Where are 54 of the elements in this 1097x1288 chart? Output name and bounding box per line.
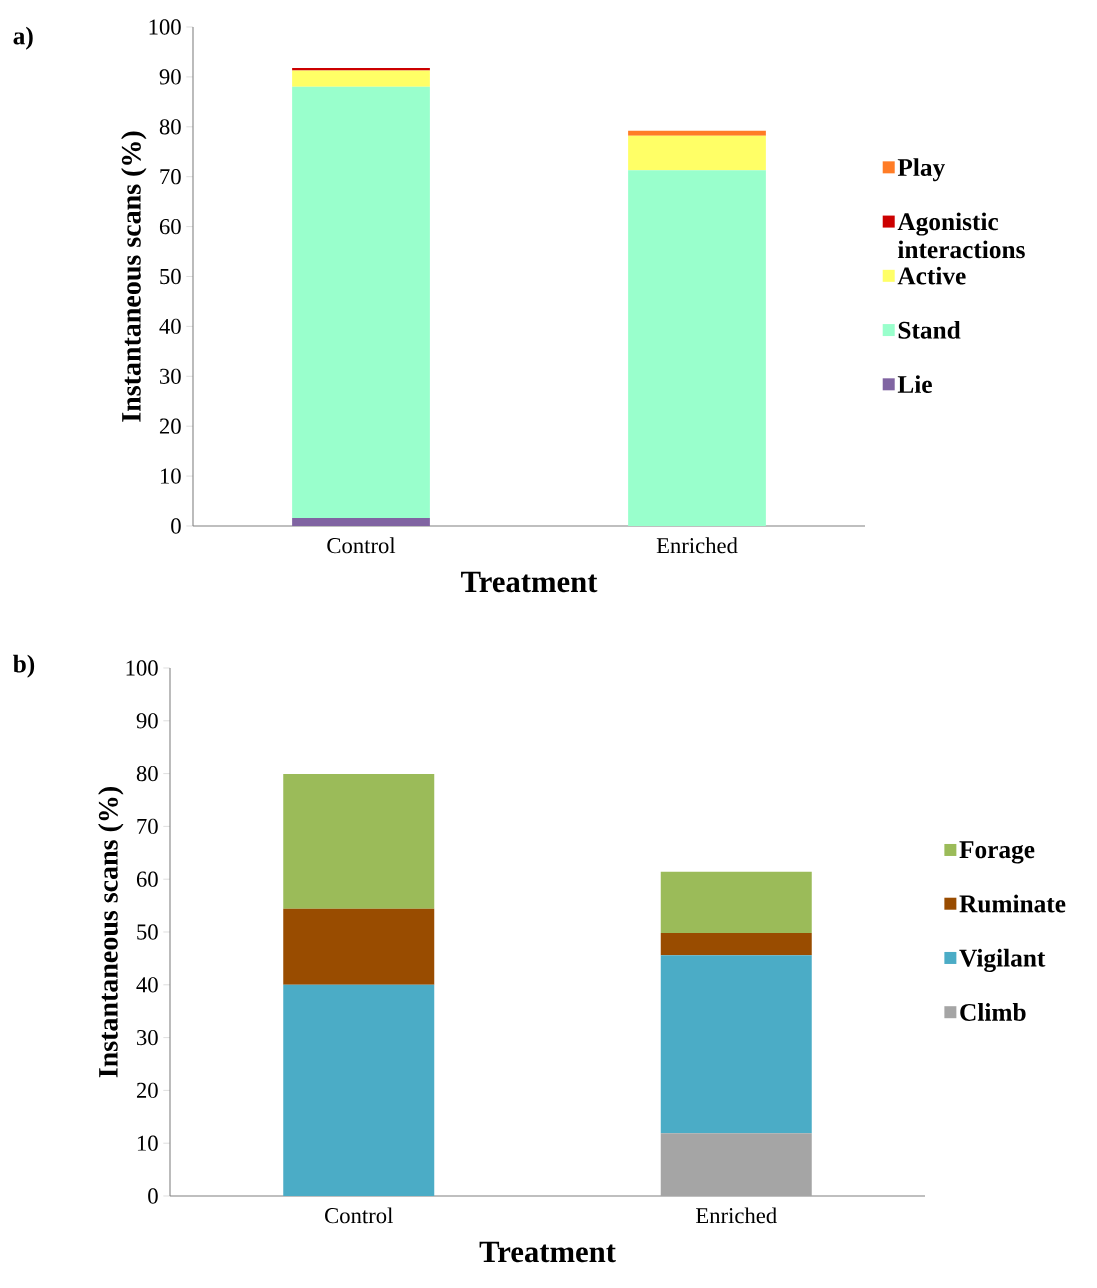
bar	[292, 518, 430, 526]
y-tick-label: 80	[136, 765, 158, 782]
x-tick-label: Control	[325, 1207, 393, 1224]
y-tick-label: 60	[159, 218, 181, 235]
bar	[628, 135, 766, 171]
y-tick-label: 30	[137, 1029, 158, 1046]
legend-label: Stand	[898, 320, 961, 339]
bar	[292, 70, 430, 87]
bar	[283, 984, 435, 1196]
chart-title: a)	[13, 26, 33, 50]
y-tick-label: 60	[136, 871, 158, 887]
bar	[292, 86, 430, 518]
bar	[660, 955, 812, 1134]
bar	[628, 130, 766, 136]
legend-label: Play	[897, 158, 945, 182]
bar	[283, 908, 435, 985]
bar	[660, 933, 812, 956]
y-axis-title: Instantaneous scans (%)	[121, 131, 147, 422]
y-tick-label: 70	[137, 818, 158, 835]
y-tick-label: 10	[160, 468, 181, 484]
y-tick-label: 30	[160, 368, 181, 384]
bar	[660, 1133, 812, 1196]
y-tick-label: 100	[126, 660, 158, 676]
y-tick-label: 50	[160, 268, 181, 285]
x-tick-label: Control	[327, 537, 396, 554]
y-tick-label: 20	[136, 1082, 158, 1099]
y-tick-label: 50	[137, 924, 158, 940]
chart-title: b)	[13, 654, 35, 678]
legend-label: Vigilant	[959, 948, 1046, 972]
x-tick-label: Enriched	[656, 537, 738, 554]
legend-label: Active	[897, 266, 966, 285]
y-tick-label: 70	[160, 169, 181, 185]
y-tick-label: 100	[149, 19, 181, 35]
legend-label: Forage	[959, 841, 1035, 864]
legend-label: Climb	[960, 1003, 1026, 1021]
x-tick-label: Enriched	[695, 1207, 777, 1224]
bar	[283, 774, 435, 909]
x-axis-title: Treatment	[479, 1241, 616, 1263]
bar	[660, 871, 812, 934]
y-axis-title: Instantaneous scans (%)	[98, 787, 124, 1078]
y-tick-label: 40	[136, 977, 158, 993]
legend-label: Lie	[897, 375, 932, 393]
y-tick-label: 90	[136, 713, 158, 729]
y-tick-label: 20	[159, 418, 181, 434]
y-tick-label: 0	[148, 1188, 158, 1204]
y-tick-label: 0	[171, 518, 181, 534]
legend-label: Agonistic interactions	[897, 212, 1025, 259]
y-tick-label: 90	[159, 69, 181, 85]
legend-label: Ruminate	[959, 894, 1066, 913]
y-tick-label: 10	[137, 1135, 158, 1151]
y-tick-label: 40	[159, 318, 181, 335]
y-tick-label: 80	[159, 119, 181, 135]
bar	[628, 170, 766, 526]
x-axis-title: Treatment	[461, 571, 598, 593]
